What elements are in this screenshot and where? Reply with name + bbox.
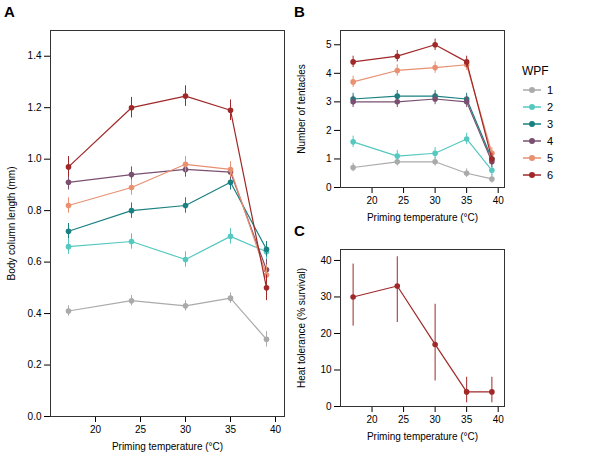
svg-text:30: 30: [430, 414, 442, 425]
svg-text:1: 1: [326, 153, 332, 164]
svg-text:20: 20: [366, 195, 378, 206]
svg-text:30: 30: [320, 291, 332, 302]
svg-text:20: 20: [90, 424, 102, 435]
svg-text:20: 20: [320, 328, 332, 339]
svg-text:35: 35: [461, 414, 473, 425]
svg-text:Heat tolerance (% survival): Heat tolerance (% survival): [296, 268, 307, 388]
html-text:1: 1: [547, 84, 554, 96]
svg-text:30: 30: [180, 424, 192, 435]
svg-text:1.4: 1.4: [28, 50, 42, 61]
svg-text:25: 25: [135, 424, 147, 435]
svg-text:30: 30: [430, 195, 442, 206]
svg-text:Priming temperature (°C): Priming temperature (°C): [367, 431, 478, 442]
html-text:3: 3: [547, 118, 554, 130]
svg-text:Priming temperature (°C): Priming temperature (°C): [367, 212, 478, 223]
html-text:5: 5: [547, 152, 554, 164]
svg-text:40: 40: [270, 424, 282, 435]
html-text:C: C: [294, 222, 305, 239]
svg-text:3: 3: [326, 96, 332, 107]
svg-text:0.6: 0.6: [28, 256, 42, 267]
svg-text:35: 35: [225, 424, 237, 435]
svg-text:1.0: 1.0: [28, 153, 42, 164]
svg-text:35: 35: [461, 195, 473, 206]
html-text:6: 6: [547, 169, 554, 181]
svg-text:Priming temperature (°C): Priming temperature (°C): [112, 441, 223, 452]
svg-text:2: 2: [326, 125, 332, 136]
svg-text:0.2: 0.2: [28, 359, 42, 370]
svg-text:20: 20: [366, 414, 378, 425]
svg-text:Body column length (mm): Body column length (mm): [6, 167, 17, 281]
svg-text:25: 25: [398, 195, 410, 206]
svg-text:10: 10: [320, 364, 332, 375]
svg-text:Number of tentacles: Number of tentacles: [296, 64, 307, 154]
svg-text:0: 0: [326, 182, 332, 193]
html-text:2: 2: [547, 101, 554, 113]
html-text:4: 4: [547, 135, 554, 147]
html-text:WPF: WPF: [522, 64, 549, 78]
svg-text:40: 40: [493, 414, 505, 425]
svg-text:1.2: 1.2: [28, 102, 42, 113]
html-text:B: B: [294, 3, 305, 20]
svg-text:4: 4: [326, 68, 332, 79]
svg-text:0.0: 0.0: [28, 411, 42, 422]
svg-text:5: 5: [326, 39, 332, 50]
svg-text:0: 0: [326, 401, 332, 412]
html-text:A: A: [4, 3, 15, 20]
svg-text:25: 25: [398, 414, 410, 425]
svg-text:40: 40: [493, 195, 505, 206]
svg-text:0.8: 0.8: [28, 205, 42, 216]
svg-text:0.4: 0.4: [28, 308, 42, 319]
svg-text:40: 40: [320, 255, 332, 266]
